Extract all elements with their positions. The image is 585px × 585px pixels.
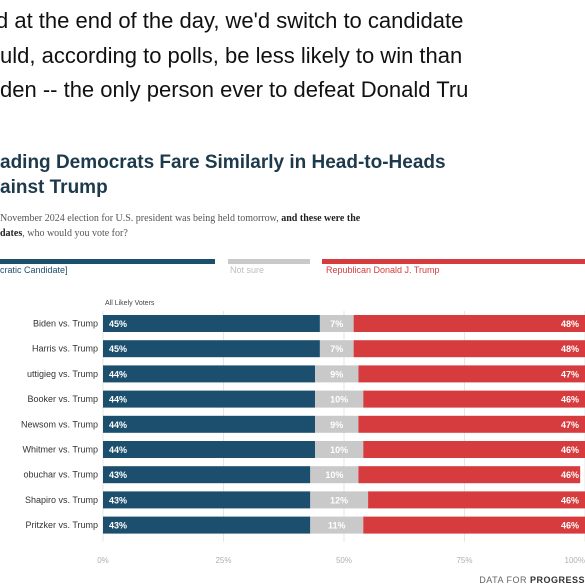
legend-trump-label: Republican Donald J. Trump (326, 265, 440, 275)
data-label: 12% (330, 495, 348, 505)
legend-democrat-label: cratic Candidate] (0, 265, 68, 275)
bar-segment-democrat (103, 315, 320, 332)
bar-segment-democrat (103, 390, 316, 408)
data-label: 45% (109, 319, 127, 329)
bar-segment-democrat (103, 491, 311, 509)
data-label: 43% (109, 521, 127, 531)
x-tick-label: 0% (97, 556, 109, 565)
category-label: Pritzker vs. Trump (25, 520, 98, 530)
chart-title-line-1: ading Democrats Fare Similarly in Head-t… (0, 152, 446, 173)
category-label: obuchar vs. Trump (23, 470, 98, 480)
data-label: 45% (109, 344, 127, 354)
data-label: 46% (561, 395, 579, 405)
bar-segment-trump (358, 466, 581, 484)
category-label: Shapiro vs. Trump (25, 495, 98, 505)
subtitle-line-2: dates, who would you vote for? (0, 228, 128, 239)
data-label: 44% (109, 445, 127, 455)
chart-title-line-2: ainst Trump (0, 177, 108, 198)
data-label: 43% (109, 470, 127, 480)
category-label: uttigieg vs. Trump (27, 369, 98, 379)
data-label: 46% (561, 495, 579, 505)
bar-segment-not-sure (310, 491, 369, 509)
bar-segment-not-sure (319, 315, 354, 332)
data-label: 47% (561, 420, 579, 430)
data-label: 7% (330, 344, 343, 354)
data-label: 9% (330, 420, 343, 430)
bar-segment-trump (358, 415, 585, 433)
data-label: 10% (330, 395, 348, 405)
data-label: 46% (561, 445, 579, 455)
quote-line-1: d at the end of the day, we'd switch to … (0, 8, 464, 33)
bar-segment-trump (363, 516, 585, 534)
subtitle-line-1: November 2024 election for U.S. presiden… (0, 213, 361, 224)
bar-segment-democrat (103, 516, 311, 534)
bar-segment-trump (363, 441, 585, 458)
bar-segment-not-sure (315, 441, 364, 458)
bar-segment-democrat (103, 441, 316, 458)
data-label: 7% (330, 319, 343, 329)
x-tick-label: 25% (215, 556, 231, 565)
group-label: All Likely Voters (105, 300, 155, 307)
bar-segment-democrat (103, 340, 320, 358)
legend-notsure-label: Not sure (230, 265, 265, 275)
quote-line-3: den -- the only person ever to defeat Do… (0, 77, 469, 102)
x-tick-label: 75% (456, 556, 472, 565)
bar-segment-democrat (103, 415, 316, 433)
bar-segment-democrat (103, 466, 311, 484)
legend-trump-swatch (322, 259, 585, 264)
data-label: 46% (561, 470, 579, 480)
chart-title: ading Democrats Fare Similarly in Head-t… (0, 150, 585, 200)
bar-segment-trump (353, 315, 585, 332)
bar-segment-trump (363, 390, 585, 408)
x-tick-label: 50% (336, 556, 352, 565)
data-label: 43% (109, 495, 127, 505)
category-label: Newsom vs. Trump (21, 419, 98, 429)
data-label: 48% (561, 344, 579, 354)
bar-segment-trump (368, 491, 585, 509)
bar-segment-not-sure (315, 365, 359, 383)
data-label: 10% (325, 470, 343, 480)
category-label: Booker vs. Trump (27, 394, 98, 404)
data-label: 10% (330, 445, 348, 455)
data-label: 47% (561, 369, 579, 379)
category-label: Whitmer vs. Trump (22, 445, 98, 455)
bar-segment-not-sure (315, 415, 359, 433)
legend-democrat-swatch (0, 259, 215, 264)
brand-logo: DATA FOR PROGRESS (479, 575, 585, 585)
quote-line-2: uld, according to polls, be less likely … (0, 43, 463, 68)
category-label: Biden vs. Trump (33, 319, 98, 329)
bar-segment-not-sure (310, 466, 359, 484)
data-label: 46% (561, 521, 579, 531)
bar-segment-not-sure (319, 340, 354, 358)
data-label: 44% (109, 395, 127, 405)
bar-segment-democrat (103, 365, 316, 383)
chart-subtitle: November 2024 election for U.S. presiden… (0, 211, 585, 241)
x-tick-label: 100% (565, 556, 585, 565)
bar-segment-not-sure (310, 516, 364, 534)
data-label: 9% (330, 369, 343, 379)
article-quote: d at the end of the day, we'd switch to … (0, 0, 585, 130)
data-label: 44% (109, 369, 127, 379)
category-label: Harris vs. Trump (32, 344, 98, 354)
data-label: 48% (561, 319, 579, 329)
bar-segment-trump (353, 340, 585, 358)
bar-segment-not-sure (315, 390, 364, 408)
data-label: 44% (109, 420, 127, 430)
bar-segment-trump (358, 365, 585, 383)
data-label: 11% (328, 521, 346, 531)
legend-notsure-swatch (228, 259, 310, 264)
